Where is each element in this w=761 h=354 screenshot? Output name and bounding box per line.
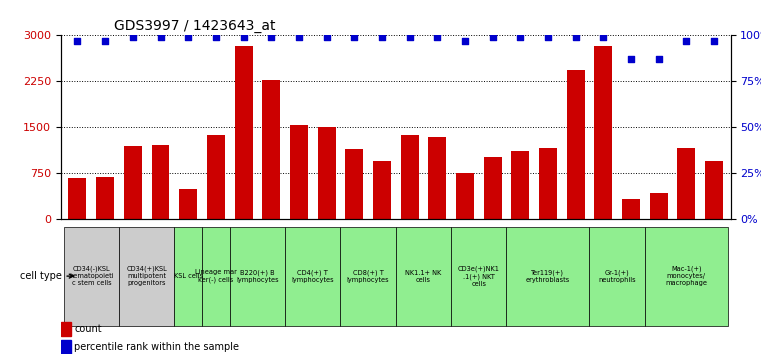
Text: GDS3997 / 1423643_at: GDS3997 / 1423643_at xyxy=(114,19,276,33)
Bar xyxy=(61,340,71,354)
Bar xyxy=(677,148,696,219)
Point xyxy=(708,38,720,44)
Text: NK1.1+ NK
cells: NK1.1+ NK cells xyxy=(406,270,441,282)
Text: B220(+) B
lymphocytes: B220(+) B lymphocytes xyxy=(236,269,279,283)
Text: Lineage mar
ker(-) cells: Lineage mar ker(-) cells xyxy=(195,269,237,283)
Text: cell type: cell type xyxy=(20,271,73,281)
Bar xyxy=(96,177,114,219)
Point xyxy=(265,34,277,40)
Point xyxy=(127,34,139,40)
Bar xyxy=(207,135,224,219)
Point xyxy=(293,34,305,40)
Bar xyxy=(124,146,142,219)
Bar xyxy=(179,189,197,219)
FancyBboxPatch shape xyxy=(506,227,590,326)
Text: CD34(-)KSL
hematopoieti
c stem cells: CD34(-)KSL hematopoieti c stem cells xyxy=(69,266,113,286)
Point xyxy=(542,34,554,40)
Bar xyxy=(456,173,474,219)
FancyBboxPatch shape xyxy=(285,227,340,326)
Text: Ter119(+)
erythroblasts: Ter119(+) erythroblasts xyxy=(526,269,570,283)
FancyBboxPatch shape xyxy=(590,227,645,326)
Bar xyxy=(539,148,557,219)
Point xyxy=(237,34,250,40)
Point xyxy=(486,34,498,40)
Bar xyxy=(705,161,723,219)
Bar xyxy=(650,193,667,219)
FancyBboxPatch shape xyxy=(230,227,285,326)
Bar xyxy=(483,157,501,219)
Bar xyxy=(345,149,363,219)
Point xyxy=(403,34,416,40)
Text: Mac-1(+)
monocytes/
macrophage: Mac-1(+) monocytes/ macrophage xyxy=(665,266,707,286)
Point xyxy=(597,34,610,40)
FancyBboxPatch shape xyxy=(340,227,396,326)
FancyBboxPatch shape xyxy=(451,227,506,326)
Bar xyxy=(511,151,529,219)
FancyBboxPatch shape xyxy=(202,227,230,326)
Text: CD8(+) T
lymphocytes: CD8(+) T lymphocytes xyxy=(347,269,390,283)
Bar xyxy=(567,70,584,219)
Text: KSL cells: KSL cells xyxy=(174,273,202,279)
Point xyxy=(210,34,222,40)
Text: CD34(+)KSL
multipotent
progenitors: CD34(+)KSL multipotent progenitors xyxy=(126,266,167,286)
Point xyxy=(182,34,194,40)
Bar xyxy=(263,80,280,219)
Point xyxy=(376,34,388,40)
Text: count: count xyxy=(75,324,102,334)
FancyBboxPatch shape xyxy=(64,227,119,326)
FancyBboxPatch shape xyxy=(119,227,174,326)
Point xyxy=(652,57,664,62)
Bar xyxy=(234,46,253,219)
Bar xyxy=(151,145,170,219)
Point xyxy=(99,38,111,44)
Bar xyxy=(68,178,87,219)
Point xyxy=(625,57,637,62)
Bar xyxy=(622,199,640,219)
Point xyxy=(514,34,527,40)
Text: Gr-1(+)
neutrophils: Gr-1(+) neutrophils xyxy=(598,269,636,283)
Bar xyxy=(373,161,391,219)
Bar xyxy=(290,125,308,219)
Bar xyxy=(61,322,71,336)
Point xyxy=(459,38,471,44)
Point xyxy=(680,38,693,44)
Text: CD4(+) T
lymphocytes: CD4(+) T lymphocytes xyxy=(291,269,334,283)
Point xyxy=(154,34,167,40)
Bar xyxy=(400,135,419,219)
Text: percentile rank within the sample: percentile rank within the sample xyxy=(75,342,239,352)
Point xyxy=(72,38,84,44)
FancyBboxPatch shape xyxy=(174,227,202,326)
Point xyxy=(348,34,360,40)
FancyBboxPatch shape xyxy=(645,227,728,326)
Point xyxy=(320,34,333,40)
Text: CD3e(+)NK1
.1(+) NKT
cells: CD3e(+)NK1 .1(+) NKT cells xyxy=(458,266,500,287)
Bar xyxy=(428,137,446,219)
Bar xyxy=(317,127,336,219)
FancyBboxPatch shape xyxy=(396,227,451,326)
Point xyxy=(431,34,444,40)
Point xyxy=(569,34,581,40)
Bar xyxy=(594,46,613,219)
